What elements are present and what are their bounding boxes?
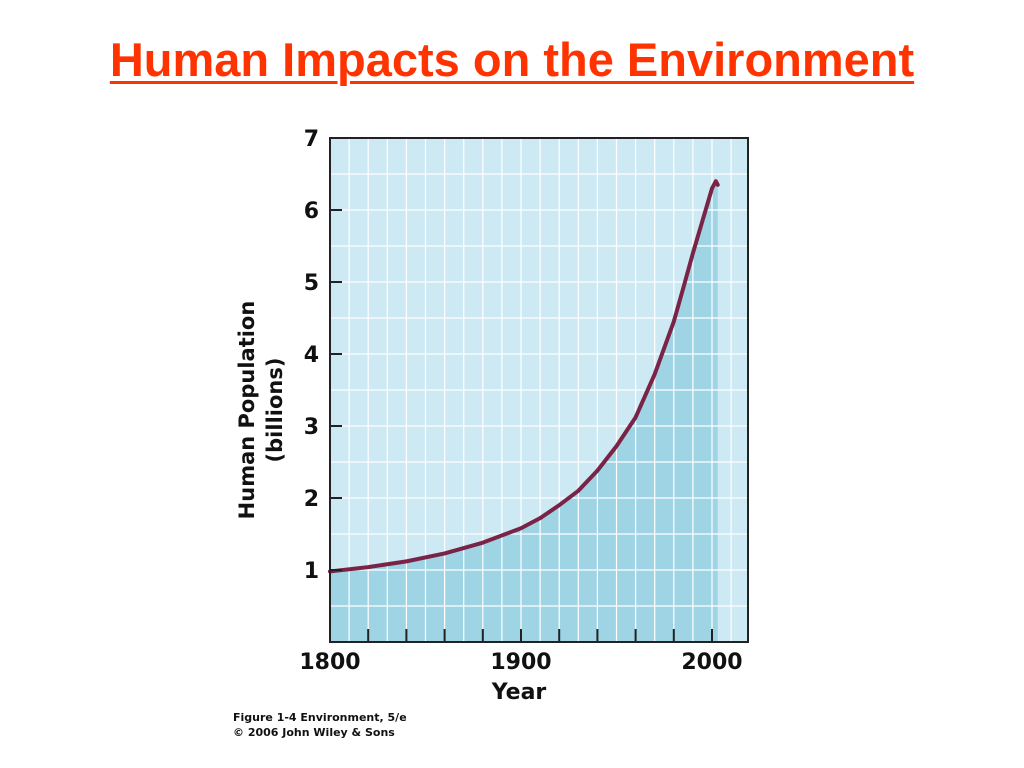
plot-frame (329, 137, 749, 643)
y-tick-label: 2 (304, 487, 319, 512)
y-tick-label: 6 (304, 199, 319, 224)
slide-title: Human Impacts on the Environment (109, 33, 915, 86)
y-tick-label: 7 (304, 127, 319, 152)
y-axis-title-line: Human Population (235, 301, 259, 520)
x-tick-label: 1800 (299, 650, 360, 675)
y-tick-label: 1 (304, 559, 319, 584)
x-axis-title: Year (491, 680, 547, 705)
y-tick-label: 3 (304, 415, 319, 440)
copyright-notice: © 2006 John Wiley & Sons (233, 726, 395, 739)
x-tick-label: 2000 (681, 650, 742, 675)
figure-caption: Figure 1-4 Environment, 5/e (233, 711, 407, 724)
x-tick-label: 1900 (490, 650, 551, 675)
population-line (328, 179, 720, 574)
figure-credits: Figure 1-4 Environment, 5/e © 2006 John … (233, 710, 407, 740)
y-axis-title: Human Population (billions) (235, 301, 287, 520)
population-area (330, 181, 718, 642)
y-tick-label: 4 (304, 343, 319, 368)
y-tick-label: 5 (304, 271, 319, 296)
y-axis-title-line: (billions) (263, 358, 287, 463)
